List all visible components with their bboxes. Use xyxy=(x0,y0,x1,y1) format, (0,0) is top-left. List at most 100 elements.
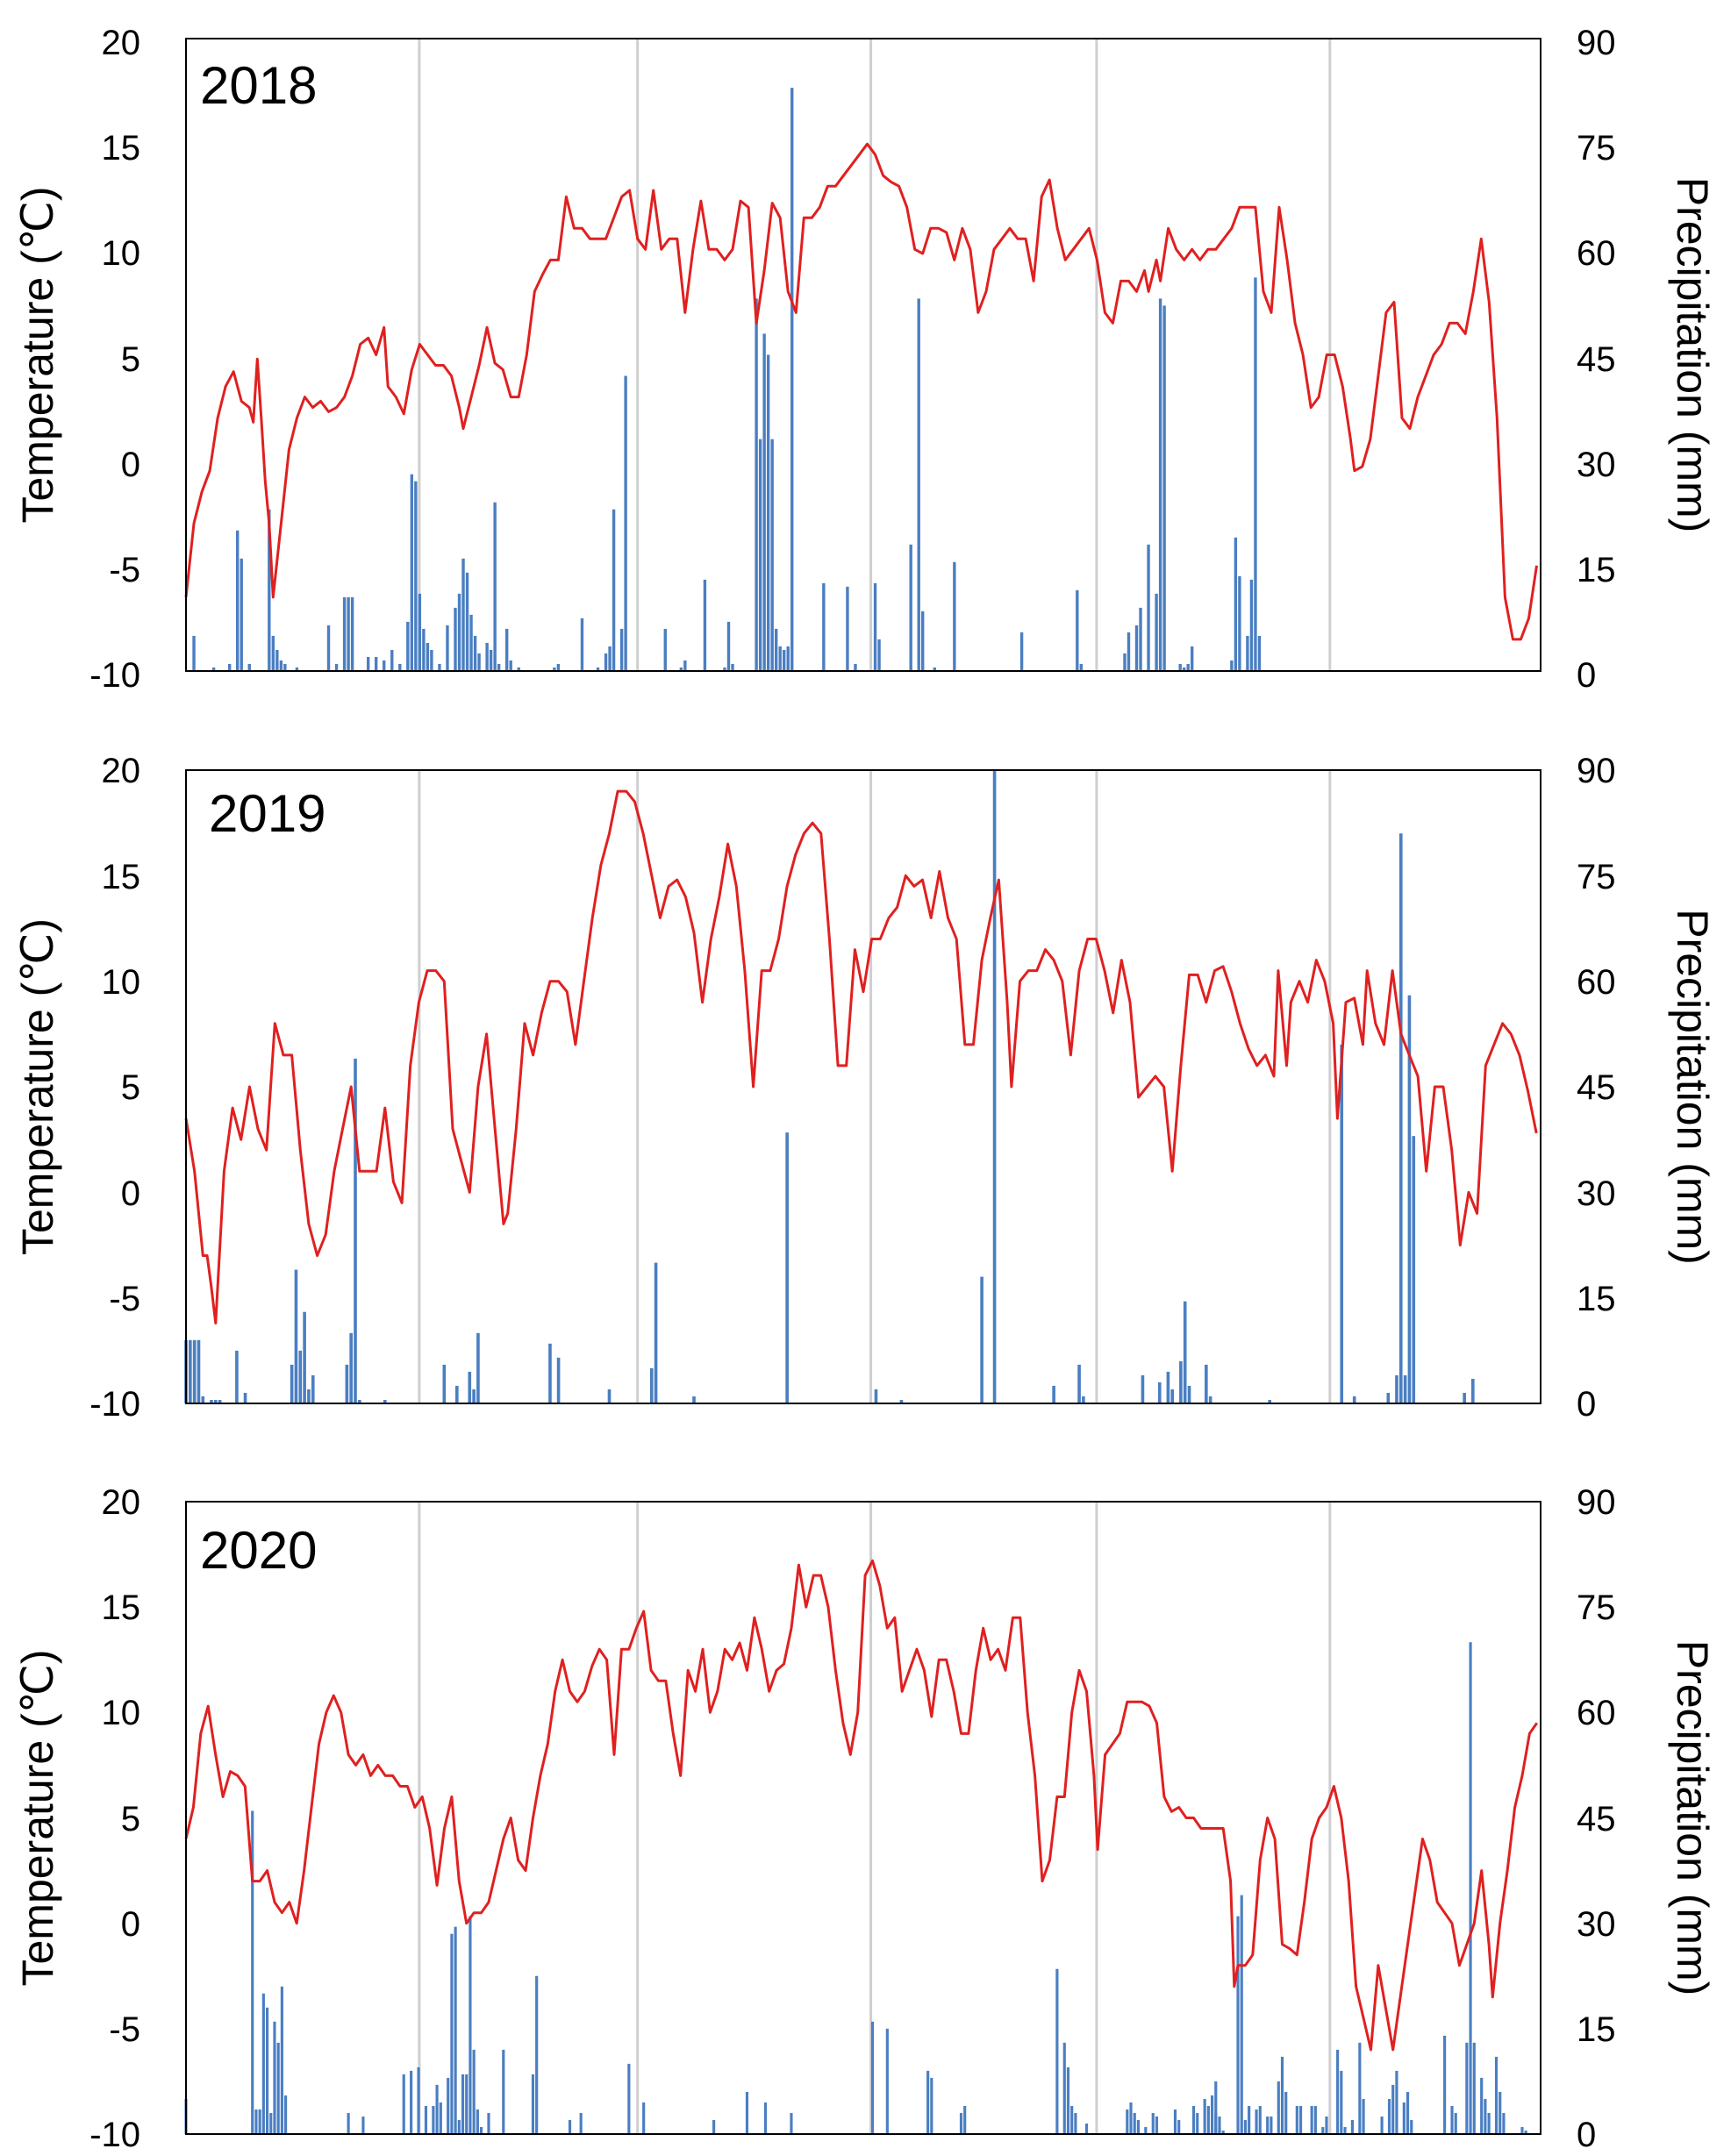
precipitation-bar xyxy=(790,2112,793,2134)
precipitation-bar xyxy=(426,642,430,671)
precipitation-bar xyxy=(1127,632,1131,671)
precipitation-bar xyxy=(579,2112,583,2134)
left-tick-label: 0 xyxy=(121,1174,140,1213)
precipitation-bar xyxy=(1266,2116,1270,2134)
precipitation-bar xyxy=(568,2119,572,2134)
precipitation-bar xyxy=(899,1399,904,1403)
precipitation-bar xyxy=(307,1389,311,1403)
precipitation-bar xyxy=(822,582,826,671)
precipitation-bar xyxy=(723,667,726,671)
precipitation-bar xyxy=(290,1364,294,1403)
precipitation-bar xyxy=(679,667,683,671)
precipitation-bar xyxy=(535,1975,539,2134)
precipitation-bar xyxy=(347,596,350,671)
precipitation-bar xyxy=(1179,1360,1183,1403)
right-tick-label: 30 xyxy=(1577,1174,1616,1213)
left-tick-label: -5 xyxy=(109,1280,140,1318)
plot-frame xyxy=(185,38,1541,672)
precipitation-bar xyxy=(1391,2084,1395,2134)
precipitation-bar xyxy=(268,509,271,671)
precipitation-bar xyxy=(265,2007,269,2134)
precipitation-bar xyxy=(447,2077,450,2134)
precipitation-bar xyxy=(410,2070,413,2134)
precipitation-bar xyxy=(1123,653,1127,671)
precipitation-bar xyxy=(298,1350,303,1403)
right-tick-label: 45 xyxy=(1577,1800,1616,1838)
left-tick-label: 20 xyxy=(102,24,141,62)
precipitation-bar xyxy=(1074,2112,1077,2134)
precipitation-bar xyxy=(1136,2119,1141,2134)
precipitation-bar xyxy=(201,1396,205,1403)
precipitation-bar xyxy=(476,1332,480,1403)
precipitation-bar xyxy=(1450,2105,1454,2134)
precipitation-bar xyxy=(472,1389,476,1403)
precipitation-bar xyxy=(487,2112,490,2134)
precipitation-bar xyxy=(438,663,441,671)
right-tick-label: 15 xyxy=(1577,2010,1616,2049)
precipitation-bar xyxy=(712,2119,716,2134)
precipitation-bar xyxy=(261,1993,265,2134)
precipitation-bar xyxy=(422,628,426,671)
precipitation-bar xyxy=(1395,1374,1398,1403)
precipitation-bar xyxy=(770,439,774,671)
precipitation-bar xyxy=(430,649,433,671)
precipitation-bar xyxy=(874,1389,878,1403)
precipitation-bar xyxy=(1240,1895,1243,2134)
precipitation-bar xyxy=(211,667,216,671)
precipitation-bar xyxy=(1280,2056,1284,2134)
precipitation-bar xyxy=(375,656,378,671)
panel-2019: 2019 Temperature (℃) Precipitation (mm) … xyxy=(13,752,1717,1424)
precipitation-bar xyxy=(1187,1385,1191,1403)
precipitation-bar xyxy=(846,586,849,671)
precipitation-bar xyxy=(1084,2123,1089,2134)
precipitation-bar xyxy=(1403,1374,1407,1403)
precipitation-bar xyxy=(531,2074,535,2134)
precipitation-bar xyxy=(1070,2105,1074,2134)
precipitation-bar xyxy=(1162,305,1166,671)
precipitation-bar xyxy=(284,2095,288,2134)
precipitation-bar xyxy=(489,649,493,671)
precipitation-bar xyxy=(763,2102,768,2134)
left-tick-label: 15 xyxy=(102,1588,141,1627)
precipitation-bar xyxy=(1126,2109,1129,2134)
precipitation-bar xyxy=(1166,1371,1170,1403)
precipitation-bar xyxy=(1177,2119,1181,2134)
precipitation-bar xyxy=(1234,537,1238,671)
precipitation-bar xyxy=(1206,2105,1210,2134)
right-tick-label: 75 xyxy=(1577,129,1616,168)
precipitation-bar xyxy=(417,2067,420,2134)
precipitation-bar xyxy=(596,667,600,671)
precipitation-bar xyxy=(465,2074,469,2134)
precipitation-bar xyxy=(1386,1392,1391,1403)
precipitation-bar xyxy=(917,298,920,671)
precipitation-bar xyxy=(303,1311,306,1403)
panel-marks xyxy=(184,770,1538,1403)
precipitation-bar xyxy=(1325,2116,1328,2134)
panel-marks xyxy=(184,39,1538,672)
precipitation-bar xyxy=(1362,2098,1365,2134)
precipitation-bar xyxy=(1268,1399,1272,1403)
precipitation-bar xyxy=(786,646,790,671)
precipitation-bar xyxy=(692,1396,696,1403)
left-tick-label: 5 xyxy=(121,1800,140,1838)
precipitation-bar xyxy=(1270,2116,1273,2134)
right-tick-label: 30 xyxy=(1577,1905,1616,1944)
precipitation-bar xyxy=(227,663,232,671)
precipitation-bar xyxy=(383,1399,387,1403)
plot-frame xyxy=(185,769,1541,1404)
precipitation-bar xyxy=(189,1339,192,1403)
precipitation-bar xyxy=(197,1339,201,1403)
precipitation-bar xyxy=(1469,1642,1472,2134)
precipitation-bar xyxy=(758,439,762,671)
precipitation-bar xyxy=(1155,593,1158,671)
precipitation-bar xyxy=(1524,2130,1527,2134)
precipitation-bar xyxy=(1082,1396,1085,1403)
precipitation-bar xyxy=(311,1374,315,1403)
precipitation-bar xyxy=(1465,2042,1469,2134)
precipitation-bar xyxy=(1157,1381,1162,1403)
precipitation-bar xyxy=(1248,2105,1251,2134)
precipitation-bar xyxy=(457,593,461,671)
precipitation-bar xyxy=(326,625,331,671)
precipitation-bar xyxy=(762,333,766,671)
